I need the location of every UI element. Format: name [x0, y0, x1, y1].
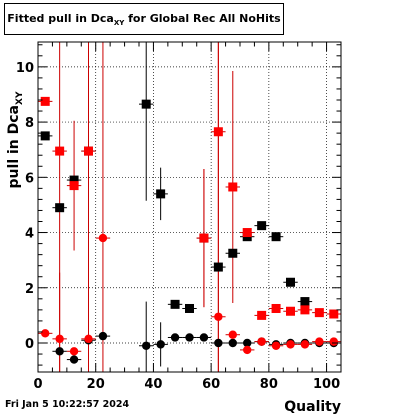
- square-marker: [185, 303, 194, 313]
- square-marker: [213, 262, 223, 272]
- square-marker: [314, 308, 324, 318]
- circle-marker: [98, 233, 108, 243]
- square-marker: [329, 309, 339, 319]
- circle-marker: [69, 355, 79, 364]
- square-marker: [141, 99, 151, 109]
- x-tick-label: 60: [202, 377, 220, 392]
- circle-marker: [55, 334, 64, 344]
- chart-title: Fitted pull in DcaXY for Global Rec All …: [7, 12, 280, 27]
- circle-marker: [286, 340, 295, 349]
- x-tick-label: 20: [87, 377, 105, 392]
- circle-marker: [142, 341, 151, 350]
- y-tick-label: 2: [25, 282, 34, 297]
- y-tick-label: 10: [16, 61, 34, 76]
- chart-title-suffix: for Global Rec All NoHits: [124, 11, 281, 25]
- circle-marker: [243, 338, 252, 348]
- square-marker: [69, 181, 79, 191]
- square-marker: [55, 203, 65, 213]
- circle-marker: [55, 347, 64, 356]
- circle-marker: [228, 338, 237, 348]
- y-tick-label: 6: [25, 171, 34, 186]
- circle-marker: [271, 341, 281, 350]
- circle-marker: [300, 340, 310, 349]
- square-marker: [257, 221, 267, 231]
- square-marker: [69, 175, 79, 185]
- y-tick-label: 8: [25, 116, 34, 131]
- circle-marker: [199, 333, 209, 342]
- square-marker: [257, 310, 267, 320]
- footer-date: Fri Jan 5 10:22:57 2024: [5, 399, 130, 410]
- circle-marker: [185, 333, 194, 342]
- data-markers: [40, 96, 339, 364]
- circle-marker: [84, 334, 93, 344]
- circle-marker: [243, 345, 252, 355]
- plot-frame: [37, 41, 342, 373]
- square-marker: [271, 232, 281, 242]
- circle-marker: [41, 329, 50, 338]
- error-bars: [38, 42, 341, 372]
- square-marker: [228, 182, 238, 192]
- square-marker: [228, 248, 238, 258]
- circle-marker: [257, 337, 266, 346]
- x-tick-label: 80: [260, 377, 278, 392]
- circle-marker: [228, 330, 237, 339]
- tick-labels: 0 20 40 60 80 100 0 2 4 6 8 10: [16, 61, 340, 392]
- chart-title-sub: XY: [113, 18, 125, 27]
- square-marker: [286, 306, 295, 316]
- y-tick-label: 0: [25, 337, 34, 352]
- y-axis-label-sub: XY: [15, 91, 25, 105]
- square-marker: [40, 131, 50, 141]
- square-marker: [271, 303, 281, 313]
- x-tick-label: 100: [313, 377, 340, 392]
- circle-marker: [156, 340, 165, 349]
- circle-marker: [214, 312, 223, 321]
- square-marker: [300, 305, 310, 315]
- y-axis-label: pull in DcaXY: [6, 91, 25, 188]
- circle-marker: [98, 331, 108, 341]
- square-marker: [286, 277, 295, 287]
- square-marker: [242, 228, 252, 238]
- x-tick-label: 40: [144, 377, 162, 392]
- circle-marker: [315, 337, 324, 346]
- square-marker: [170, 299, 180, 309]
- chart-title-box: Fitted pull in DcaXY for Global Rec All …: [4, 3, 284, 35]
- x-axis-label: Quality: [284, 399, 341, 414]
- circle-marker: [199, 233, 209, 243]
- square-marker: [300, 297, 310, 307]
- x-tick-label: 0: [33, 377, 42, 392]
- square-marker: [40, 96, 50, 106]
- square-marker: [213, 127, 223, 137]
- y-axis-label-main: pull in Dca: [6, 105, 22, 188]
- square-marker: [84, 146, 93, 156]
- circle-marker: [214, 338, 223, 348]
- square-marker: [55, 146, 65, 156]
- y-tick-label: 4: [25, 227, 34, 242]
- grid-lines: [38, 42, 341, 372]
- circle-marker: [69, 347, 79, 356]
- circle-marker: [170, 333, 180, 342]
- circle-marker: [329, 337, 338, 346]
- square-marker: [156, 189, 166, 199]
- chart-title-main: Fitted pull in Dca: [7, 11, 114, 25]
- axis-ticks: [37, 42, 342, 372]
